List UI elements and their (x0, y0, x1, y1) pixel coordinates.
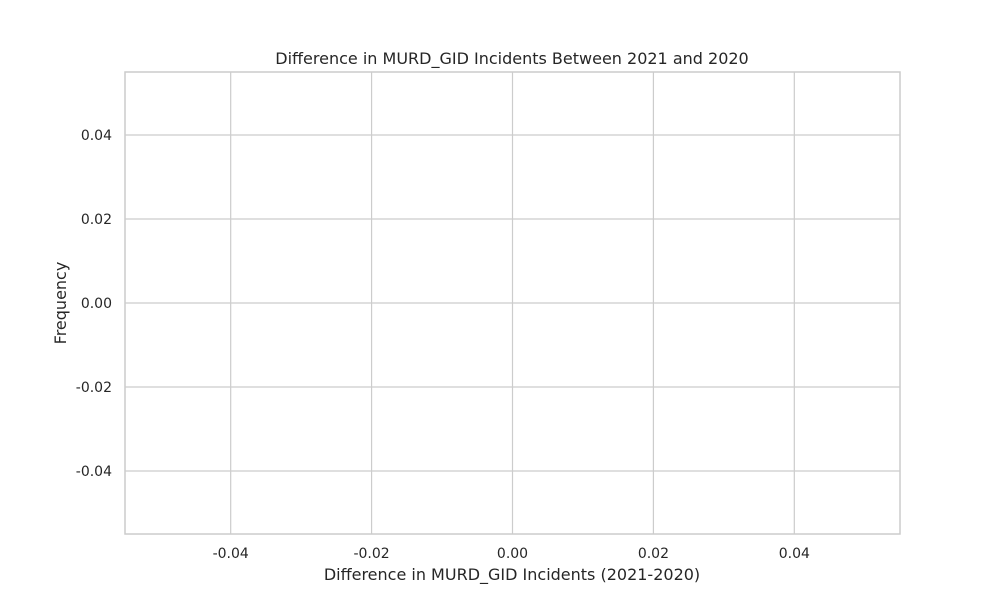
x-tick-label: 0.02 (638, 546, 669, 562)
y-tick-label: 0.04 (81, 128, 112, 144)
tick-labels: -0.04 -0.02 0.00 0.02 0.04 -0.04 -0.02 0.00 0.02… (76, 128, 810, 562)
y-tick-label: 0.00 (81, 296, 112, 312)
x-tick-label: 0.04 (779, 546, 810, 562)
y-axis-title: Frequency (51, 262, 70, 345)
grid-lines (125, 72, 900, 534)
y-tick-label: -0.04 (76, 464, 112, 480)
y-tick-label: 0.02 (81, 212, 112, 228)
chart-title: Difference in MURD_GID Incidents Between… (275, 49, 748, 69)
x-tick-label: 0.00 (497, 546, 528, 562)
x-axis-title: Difference in MURD_GID Incidents (2021-2… (324, 565, 700, 585)
x-tick-label: -0.02 (353, 546, 389, 562)
x-tick-label: -0.04 (213, 546, 249, 562)
plot-frame (124, 71, 901, 535)
y-tick-label: -0.02 (76, 380, 112, 396)
